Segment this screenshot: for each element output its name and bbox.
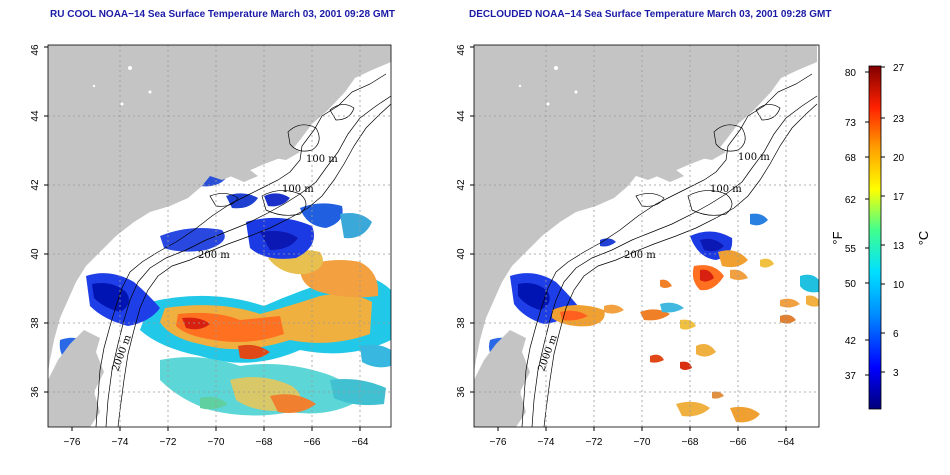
lon-tick: −74 <box>112 437 129 448</box>
contour-label-200m: 200 m <box>624 250 656 261</box>
right-map: 100 m 100 m 200 m 2000 m 36 38 40 42 44 … <box>456 44 820 448</box>
celsius-tick: 23 <box>893 114 905 125</box>
lon-tick: −68 <box>682 437 699 448</box>
contour-label-200m: 200 m <box>198 250 230 261</box>
celsius-scale: 27 23 20 17 13 10 6 3 °C <box>881 63 931 379</box>
fahrenheit-tick: 62 <box>845 195 857 206</box>
fahrenheit-scale: 80 73 68 62 55 50 42 37 °F <box>830 68 869 382</box>
lat-tick: 42 <box>30 179 41 191</box>
celsius-tick: 3 <box>893 368 899 379</box>
colorbar-gradient <box>868 65 882 410</box>
lon-tick: −66 <box>730 437 747 448</box>
left-sst-field <box>59 80 391 416</box>
lon-tick: −64 <box>778 437 795 448</box>
celsius-tick: 17 <box>893 192 905 203</box>
fahrenheit-tick: 68 <box>845 153 857 164</box>
lat-tick: 38 <box>456 317 467 329</box>
lat-tick: 42 <box>456 179 467 191</box>
fahrenheit-tick: 55 <box>845 244 857 255</box>
contour-label-100m-north: 100 m <box>738 152 770 163</box>
left-lat-axis: 36 38 40 42 44 46 <box>30 44 48 398</box>
lon-tick: −74 <box>538 437 555 448</box>
lon-tick: −70 <box>634 437 651 448</box>
right-lon-axis: −76 −74 −72 −70 −68 −66 −64 <box>490 427 795 448</box>
lon-tick: −76 <box>64 437 81 448</box>
fahrenheit-tick: 42 <box>845 336 857 347</box>
lon-tick: −68 <box>256 437 273 448</box>
lat-tick: 36 <box>30 386 41 398</box>
lon-tick: −72 <box>160 437 177 448</box>
lat-tick: 44 <box>30 110 41 122</box>
right-lat-axis: 36 38 40 42 44 46 <box>456 44 474 398</box>
celsius-tick: 13 <box>893 241 905 252</box>
lon-tick: −64 <box>352 437 369 448</box>
fahrenheit-tick: 80 <box>845 68 857 79</box>
lat-tick: 44 <box>456 110 467 122</box>
lon-tick: −66 <box>304 437 321 448</box>
left-map-title: RU COOL NOAA−14 Sea Surface Temperature … <box>50 9 396 20</box>
fahrenheit-tick: 73 <box>845 118 857 129</box>
lat-tick: 36 <box>456 386 467 398</box>
celsius-tick: 27 <box>893 63 905 74</box>
lat-tick: 38 <box>30 317 41 329</box>
celsius-tick: 10 <box>893 280 905 291</box>
lat-tick: 40 <box>456 248 467 260</box>
celsius-label: °C <box>916 231 931 246</box>
lat-tick: 46 <box>30 44 41 56</box>
contour-label-100m-south: 100 m <box>710 184 742 195</box>
fahrenheit-tick: 50 <box>845 279 857 290</box>
celsius-tick: 6 <box>893 329 899 340</box>
temperature-colorbar: 80 73 68 62 55 50 42 37 °F 27 23 20 17 1… <box>830 63 931 410</box>
contour-label-100m-south: 100 m <box>282 184 314 195</box>
lon-tick: −70 <box>208 437 225 448</box>
right-map-title: DECLOUDED NOAA−14 Sea Surface Temperatur… <box>469 9 832 20</box>
contour-label-100m-north: 100 m <box>306 154 338 165</box>
left-map: 100 m 100 m 200 m 2000 m 36 38 40 42 44 … <box>30 44 392 448</box>
lon-tick: −72 <box>586 437 603 448</box>
fahrenheit-tick: 37 <box>845 371 857 382</box>
fahrenheit-label: °F <box>830 231 845 244</box>
lat-tick: 46 <box>456 44 467 56</box>
lat-tick: 40 <box>30 248 41 260</box>
left-lon-axis: −76 −74 −72 −70 −68 −66 −64 <box>64 427 369 448</box>
lon-tick: −76 <box>490 437 507 448</box>
celsius-tick: 20 <box>893 153 905 164</box>
